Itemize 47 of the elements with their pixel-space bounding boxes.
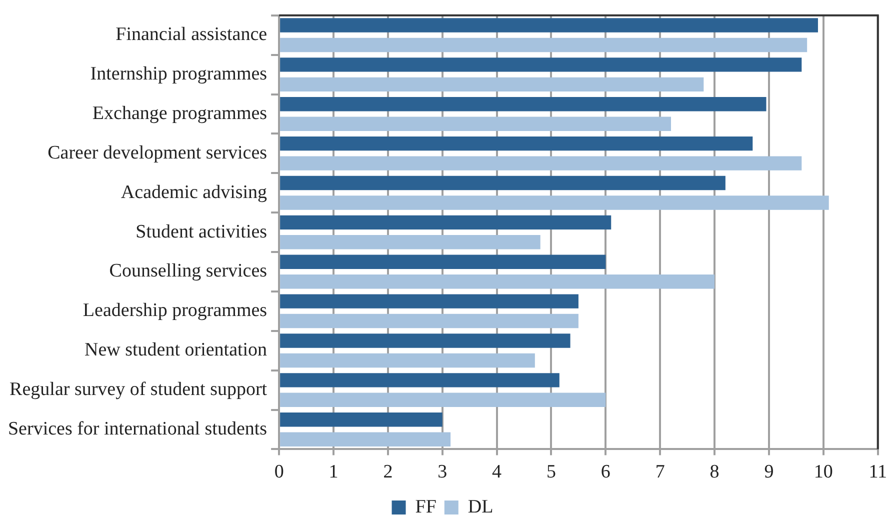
x-tick-label: 10 [814,462,833,483]
x-tick-label: 1 [328,462,338,483]
y-tick-label: Regular survey of student support [10,379,268,400]
y-tick-label: Financial assistance [116,24,268,46]
x-tick-label: 7 [655,462,665,483]
x-tick-label: 4 [492,462,502,483]
bar [280,235,540,250]
y-tick-label: Exchange programmes [92,102,268,124]
bar [280,274,715,289]
bar [280,176,726,190]
y-tick-label: Student activities [136,221,268,242]
y-tick-label: Counselling services [109,260,268,282]
bar [280,215,612,230]
x-tick-label: 8 [710,462,720,483]
bar [280,432,451,446]
legend-label: FF [415,496,436,518]
y-tick-label: Internship programmes [90,64,268,85]
x-tick-label: 11 [868,462,887,483]
x-tick-label: 6 [600,462,610,483]
bar [280,334,570,348]
bar [280,116,671,131]
bar [280,412,442,427]
bar [280,314,578,328]
x-tick-label: 9 [764,462,774,483]
bar [280,18,818,32]
x-tick-label: 2 [383,462,393,483]
y-tick-label: Leadership programmes [82,300,268,322]
y-tick-label: Career development services [48,142,268,164]
bar [280,254,606,269]
bar [280,353,535,368]
bar [280,77,704,92]
bar [280,294,578,308]
bar [280,373,560,388]
legend-label: DL [468,496,494,518]
y-tick-label: Services for international students [8,418,268,440]
bar [280,97,766,112]
x-tick-label: 0 [274,462,284,483]
bar [280,38,808,52]
bar [280,58,802,72]
x-tick-label: 3 [438,462,448,483]
bar [280,196,829,210]
y-tick-label: New student orientation [84,340,268,361]
bar [280,392,606,408]
bar [280,136,753,151]
x-tick-label: 5 [546,462,556,483]
bar [280,156,802,170]
y-tick-label: Academic advising [120,182,268,203]
